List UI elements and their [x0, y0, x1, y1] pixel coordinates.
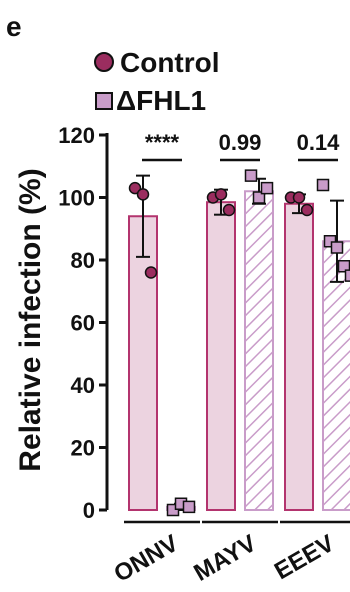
- legend-mutant-marker: [95, 92, 113, 110]
- bars: [128, 190, 350, 511]
- significance-label: 0.14: [297, 130, 341, 155]
- point-mutant: [260, 181, 274, 195]
- point-mutant: [316, 178, 330, 192]
- point-mutant: [244, 169, 258, 182]
- point-mutant: [182, 500, 196, 514]
- x-tick-labels: ONNV MAYV EEEV: [109, 520, 350, 588]
- bar-mutant: [244, 190, 274, 511]
- point-control: [222, 203, 236, 217]
- axes: 0 20 40 60 80 100 120: [58, 123, 109, 523]
- bar-control: [284, 202, 314, 511]
- y-tick-label: 120: [58, 123, 95, 148]
- y-tick-label: 80: [71, 248, 95, 273]
- x-tick-label: MAYV: [189, 530, 261, 587]
- significance-label: ****: [145, 130, 180, 155]
- y-tick-label: 20: [71, 436, 95, 461]
- point-mutant: [344, 269, 350, 282]
- bar-control: [128, 215, 158, 511]
- legend: Control ΔFHL1: [94, 47, 220, 116]
- x-tick-label: ONNV: [109, 530, 183, 588]
- point-mutant: [330, 241, 344, 254]
- point-control: [136, 188, 150, 201]
- x-tick-label: EEEV: [270, 530, 339, 585]
- y-axis-label: Relative infection (%): [14, 168, 47, 471]
- legend-mutant-label: ΔFHL1: [116, 85, 206, 116]
- y-tick-label: 40: [71, 373, 95, 398]
- point-mutant: [252, 191, 266, 204]
- point-control: [292, 191, 306, 204]
- point-control: [128, 181, 142, 195]
- bar-control: [206, 201, 236, 511]
- significance-label: 0.99: [219, 130, 262, 155]
- y-tick-label: 0: [83, 498, 95, 523]
- point-control: [214, 188, 228, 201]
- significance-annotations: **** 0.99 0.14: [142, 130, 341, 162]
- legend-control-label: Control: [120, 47, 220, 78]
- data-points: [128, 169, 350, 517]
- y-tick-label: 100: [58, 186, 95, 211]
- legend-control-marker: [94, 52, 114, 72]
- point-control: [300, 203, 314, 217]
- y-tick-label: 60: [71, 311, 95, 336]
- point-control: [144, 266, 158, 279]
- panel-label: e: [6, 11, 22, 42]
- bar-mutant: [322, 240, 350, 511]
